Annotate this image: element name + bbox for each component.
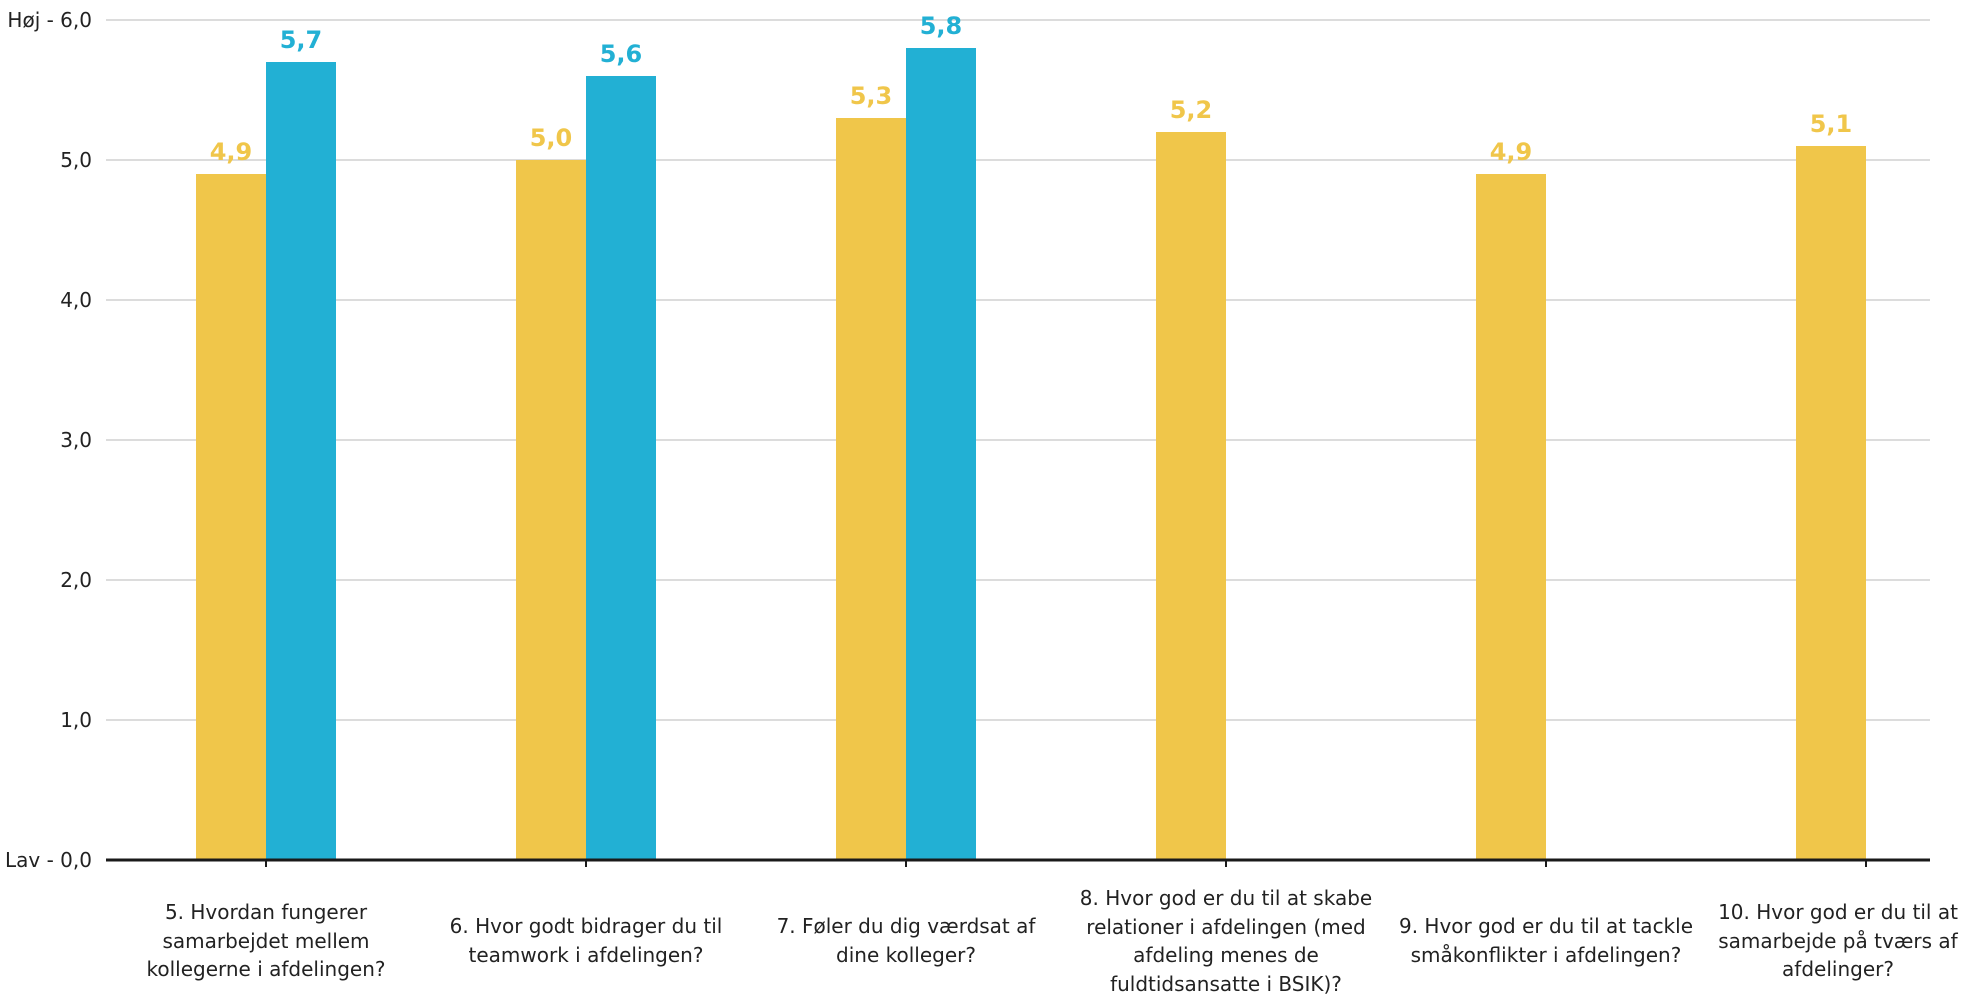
- bar: [266, 62, 336, 860]
- bar: [1796, 146, 1866, 860]
- x-tick-label: 9. Hvor god er du til at tackle småkonfl…: [1398, 914, 1694, 967]
- y-axis-tick-labels: Lav - 0,0 1,0 2,0 3,0 4,0 5,0 Høj - 6,0: [5, 8, 92, 872]
- data-label: 5,1: [1810, 110, 1853, 138]
- x-tick-label: 7. Føler du dig værdsat af dine kolleger…: [776, 914, 1036, 967]
- data-label: 4,9: [210, 138, 253, 166]
- data-labels: 4,9 5,0 5,3 5,2 4,9 5,1 5,7 5,6 5,8: [210, 12, 1853, 166]
- x-axis: [106, 858, 1930, 867]
- bar: [586, 76, 656, 860]
- x-tick-label: 10. Hvor god er du til at samarbejde på …: [1718, 900, 1958, 981]
- data-label: 5,8: [920, 12, 963, 40]
- y-tick-label: 5,0: [60, 148, 92, 172]
- bars: [196, 48, 1866, 860]
- data-label: 5,6: [600, 40, 643, 68]
- y-tick-label: Lav - 0,0: [5, 848, 92, 872]
- data-label: 5,2: [1170, 96, 1213, 124]
- y-tick-label: 4,0: [60, 288, 92, 312]
- data-label: 4,9: [1490, 138, 1533, 166]
- bar: [906, 48, 976, 860]
- bar: [1476, 174, 1546, 860]
- data-label: 5,0: [530, 124, 573, 152]
- bar: [836, 118, 906, 860]
- y-tick-label: Høj - 6,0: [7, 8, 92, 32]
- x-tick-label: 6. Hvor godt bidrager du til teamwork i …: [449, 914, 723, 967]
- bar: [1156, 132, 1226, 860]
- gridlines: [106, 19, 1930, 721]
- data-label: 5,3: [850, 82, 893, 110]
- bar: [516, 160, 586, 860]
- y-tick-label: 3,0: [60, 428, 92, 452]
- x-tick-label: 8. Hvor god er du til at skabe relatione…: [1079, 886, 1373, 996]
- y-tick-label: 2,0: [60, 568, 92, 592]
- bar: [196, 174, 266, 860]
- x-tick-label: 5. Hvordan fungerer samarbejdet mellem k…: [146, 900, 386, 981]
- data-label: 5,7: [280, 26, 323, 54]
- y-tick-label: 1,0: [60, 708, 92, 732]
